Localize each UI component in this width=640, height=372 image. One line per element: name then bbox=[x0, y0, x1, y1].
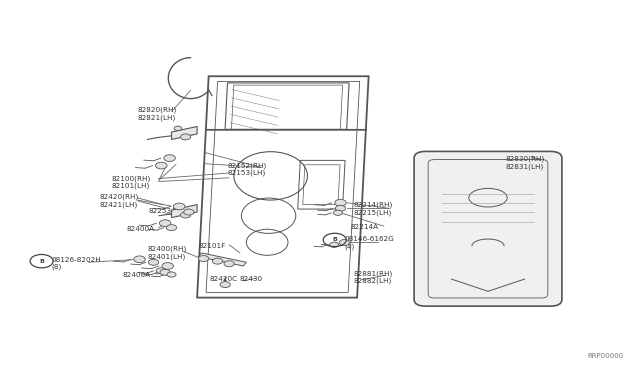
Text: 82430: 82430 bbox=[240, 276, 263, 282]
Polygon shape bbox=[198, 253, 246, 266]
Circle shape bbox=[180, 212, 191, 218]
Circle shape bbox=[134, 256, 145, 263]
Circle shape bbox=[166, 225, 177, 231]
Circle shape bbox=[180, 134, 191, 140]
Circle shape bbox=[339, 240, 349, 246]
Text: 82881(RH)
82882(LH): 82881(RH) 82882(LH) bbox=[353, 270, 392, 284]
Text: 82253A: 82253A bbox=[148, 208, 177, 214]
Text: B: B bbox=[332, 237, 337, 243]
FancyBboxPatch shape bbox=[414, 151, 562, 306]
Polygon shape bbox=[172, 205, 197, 218]
Text: 82152(RH)
82153(LH): 82152(RH) 82153(LH) bbox=[227, 162, 266, 176]
Text: 08126-8202H
(8): 08126-8202H (8) bbox=[51, 257, 101, 270]
Text: 82830(RH)
82831(LH): 82830(RH) 82831(LH) bbox=[506, 156, 545, 170]
Circle shape bbox=[160, 269, 170, 275]
Text: 82214A: 82214A bbox=[351, 224, 379, 230]
Circle shape bbox=[162, 263, 173, 269]
Circle shape bbox=[330, 242, 339, 247]
Circle shape bbox=[174, 126, 182, 131]
Circle shape bbox=[167, 272, 176, 277]
Circle shape bbox=[333, 210, 342, 215]
Circle shape bbox=[212, 258, 223, 264]
Text: 82400A: 82400A bbox=[127, 226, 155, 232]
Text: 82100(RH)
82101(LH): 82100(RH) 82101(LH) bbox=[112, 175, 151, 189]
Circle shape bbox=[184, 209, 194, 215]
Text: 82820(RH)
82821(LH): 82820(RH) 82821(LH) bbox=[138, 106, 177, 121]
Circle shape bbox=[220, 282, 230, 288]
Text: 82400(RH)
82401(LH): 82400(RH) 82401(LH) bbox=[147, 246, 186, 260]
Text: 82101F: 82101F bbox=[198, 243, 226, 248]
Circle shape bbox=[174, 204, 182, 209]
Circle shape bbox=[164, 155, 175, 161]
Text: 82400A: 82400A bbox=[123, 272, 151, 278]
Text: 82214(RH)
82215(LH): 82214(RH) 82215(LH) bbox=[353, 202, 392, 216]
Circle shape bbox=[335, 205, 346, 211]
Text: 08146-6162G
(4): 08146-6162G (4) bbox=[344, 236, 394, 250]
Text: 82420C: 82420C bbox=[209, 276, 237, 282]
Circle shape bbox=[156, 268, 166, 274]
Circle shape bbox=[148, 259, 159, 265]
Text: B: B bbox=[39, 259, 44, 264]
Circle shape bbox=[198, 256, 209, 262]
Circle shape bbox=[224, 261, 234, 267]
Polygon shape bbox=[172, 126, 197, 140]
Text: RRP00000: RRP00000 bbox=[588, 353, 624, 359]
Circle shape bbox=[156, 162, 167, 169]
Circle shape bbox=[335, 199, 346, 206]
Text: 82420(RH)
82421(LH): 82420(RH) 82421(LH) bbox=[99, 194, 138, 208]
Circle shape bbox=[159, 220, 171, 227]
Circle shape bbox=[173, 203, 185, 210]
